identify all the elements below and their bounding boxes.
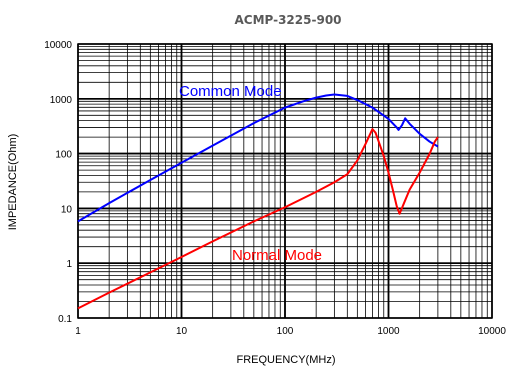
plot-frame — [77, 43, 493, 319]
y-tick-label: 1000 — [50, 95, 73, 106]
normal-mode-line — [77, 128, 439, 310]
y-axis-label: IMPEDANCE(Ohm) — [7, 134, 19, 231]
common-mode-line — [77, 93, 439, 223]
y-tick-label: 10000 — [44, 40, 72, 51]
x-tick-label: 10000 — [478, 326, 506, 337]
common-mode-label: Common Mode — [179, 83, 282, 100]
x-tick-labels: 1 10 100 1000 10000 — [75, 326, 506, 337]
x-tick-label: 1 — [75, 326, 81, 337]
y-tick-label: 1 — [66, 259, 72, 270]
y-tick-label: 100 — [55, 150, 72, 161]
series-layer: Common Mode Normal Mode — [77, 83, 439, 310]
x-axis-label: FREQUENCY(MHz) — [237, 354, 336, 366]
x-tick-label: 100 — [277, 326, 294, 337]
normal-mode-label: Normal Mode — [232, 247, 322, 264]
y-tick-labels: 0.1 1 10 100 1000 10000 — [44, 40, 72, 325]
y-tick-label: 10 — [61, 204, 73, 215]
x-tick-label: 10 — [176, 326, 188, 337]
x-tick-label: 1000 — [377, 326, 400, 337]
chart-title: ACMP-3225-900 — [234, 13, 341, 27]
y-tick-label: 0.1 — [58, 314, 72, 325]
grid-lines — [77, 43, 493, 319]
